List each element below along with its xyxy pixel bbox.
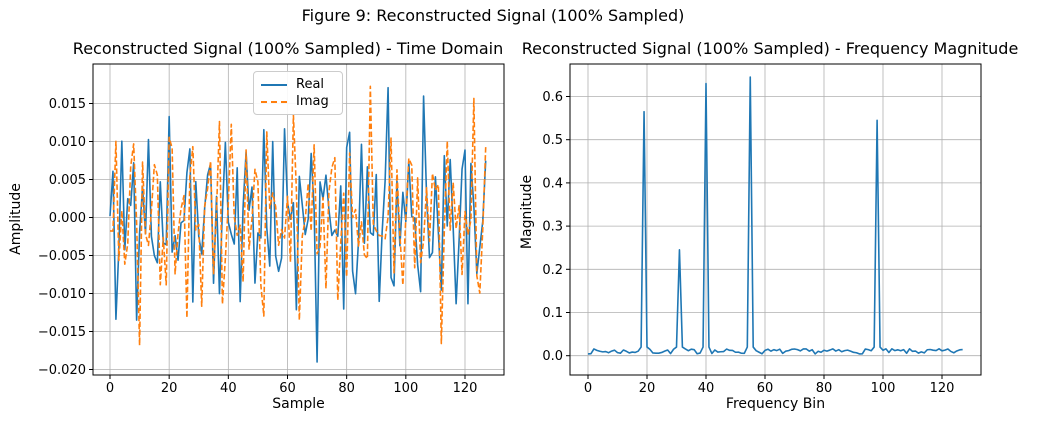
y-tick-label: −0.010 <box>38 287 86 302</box>
x-tick-label: 0 <box>106 381 114 396</box>
x-tick-label: 0 <box>584 381 592 396</box>
x-tick-label: 20 <box>161 381 178 396</box>
y-tick-label: 0.015 <box>49 97 86 112</box>
frequency-magnitude-plot-canvas: 0 20 40 60 80 100 120 0.0 0.1 0.2 0.3 0.4 0.5 0.6 <box>542 63 982 396</box>
real-line-swatch <box>261 83 287 86</box>
y-tick-label: −0.020 <box>38 363 86 378</box>
y-tick-label: 0.0 <box>542 349 563 364</box>
y-tick-label: 0.5 <box>542 133 563 148</box>
y-tick-label: 0.4 <box>542 176 563 191</box>
x-tick-label: 80 <box>338 381 355 396</box>
x-tick-label: 120 <box>453 381 478 396</box>
y-tick-label: 0.2 <box>542 263 563 278</box>
x-tick-label: 100 <box>871 381 896 396</box>
y-tick-label: 0.1 <box>542 306 563 321</box>
x-tick-label: 60 <box>757 381 774 396</box>
imag-line-swatch <box>261 100 287 103</box>
figure-suptitle: Figure 9: Reconstructed Signal (100% Sam… <box>301 6 685 25</box>
frequency-bin-axis-label: Frequency Bin <box>725 396 826 412</box>
y-tick-label: 0.000 <box>49 211 86 226</box>
x-tick-label: 40 <box>698 381 715 396</box>
x-tick-label: 120 <box>930 381 955 396</box>
amplitude-axis-label: Amplitude <box>8 183 24 255</box>
x-tick-label: 40 <box>220 381 237 396</box>
x-tick-label: 80 <box>816 381 833 396</box>
x-tick-label: 60 <box>279 381 296 396</box>
magnitude-axis-label: Magnitude <box>519 174 535 250</box>
y-tick-label: 0.005 <box>49 173 86 188</box>
y-tick-label: 0.6 <box>542 90 563 105</box>
legend: Real Imag <box>253 71 343 115</box>
imag-data-line <box>109 85 487 347</box>
y-tick-label: −0.015 <box>38 325 86 340</box>
y-tick-label: 0.3 <box>542 220 563 235</box>
x-tick-label: 100 <box>393 381 418 396</box>
legend-label-real: Real <box>296 77 325 92</box>
magnitude-data-line <box>587 76 963 355</box>
time-domain-plot-canvas: 0 20 40 60 80 100 120 0.015 0.010 0.005 0.000 −0.00… <box>38 63 505 396</box>
axes-spines <box>569 63 982 376</box>
x-tick-label: 20 <box>639 381 656 396</box>
axes-spines <box>92 63 505 376</box>
y-tick-label: 0.010 <box>49 135 86 150</box>
y-tick-label: −0.005 <box>38 249 86 264</box>
legend-entry-imag: Imag <box>261 95 335 108</box>
sample-axis-label: Sample <box>272 396 325 412</box>
time-domain-title: Reconstructed Signal (100% Sampled) - Ti… <box>72 39 504 58</box>
legend-entry-real: Real <box>261 78 335 91</box>
legend-label-imag: Imag <box>296 94 329 109</box>
frequency-magnitude-title: Reconstructed Signal (100% Sampled) - Fr… <box>521 39 1019 58</box>
